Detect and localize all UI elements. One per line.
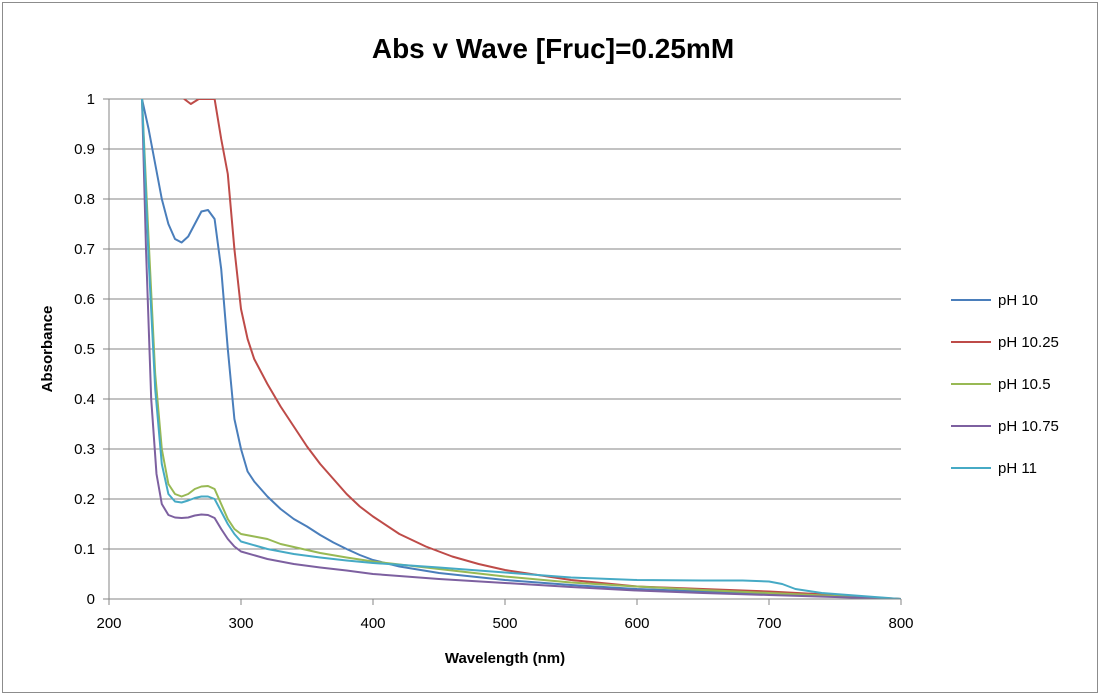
- y-tick-label: 0.8: [74, 191, 95, 208]
- legend: pH 10 pH 10.25 pH 10.5 pH 10.75 pH 11: [951, 292, 1059, 477]
- series-line-1: [183, 99, 901, 599]
- tick-labels: 0 0.1 0.2 0.3 0.4 0.5 0.6 0.7 0.8 0.9 1 200 300 400 50…: [74, 91, 913, 632]
- legend-label-2: pH 10.5: [998, 376, 1051, 393]
- legend-label-3: pH 10.75: [998, 418, 1059, 435]
- series-line-0: [141, 99, 901, 599]
- axes: [103, 98, 902, 605]
- x-tick-label: 300: [228, 615, 253, 632]
- chart-svg: Abs v Wave [Fruc]=0.25mM 0 0.1 0.2 0.3 0.4 0.…: [39, 33, 1059, 667]
- x-tick-label: 700: [756, 615, 781, 632]
- y-tick-label: 0.6: [74, 291, 95, 308]
- x-tick-label: 500: [492, 615, 517, 632]
- x-tick-label: 200: [96, 615, 121, 632]
- series-line-2: [141, 99, 901, 599]
- gridlines: [109, 98, 901, 550]
- y-tick-label: 0.9: [74, 141, 95, 158]
- legend-label-4: pH 11: [998, 460, 1037, 477]
- chart-title: Abs v Wave [Fruc]=0.25mM: [372, 33, 734, 64]
- series-line-4: [141, 99, 901, 599]
- series-line-3: [141, 99, 901, 599]
- y-tick-label: 0.2: [74, 491, 95, 508]
- y-tick-label: 0.5: [74, 341, 95, 358]
- x-axis-title: Wavelength (nm): [445, 650, 565, 667]
- legend-label-1: pH 10.25: [998, 334, 1059, 351]
- y-tick-label: 0.7: [74, 241, 95, 258]
- legend-label-0: pH 10: [998, 292, 1038, 309]
- x-tick-label: 600: [624, 615, 649, 632]
- y-tick-label: 1: [87, 91, 95, 108]
- y-tick-label: 0.1: [74, 541, 95, 558]
- y-tick-label: 0: [87, 591, 95, 608]
- x-tick-label: 400: [360, 615, 385, 632]
- y-tick-label: 0.3: [74, 441, 95, 458]
- x-tick-label: 800: [888, 615, 913, 632]
- y-tick-label: 0.4: [74, 391, 95, 408]
- series-layer: [141, 99, 901, 599]
- y-axis-title: Absorbance: [39, 306, 56, 393]
